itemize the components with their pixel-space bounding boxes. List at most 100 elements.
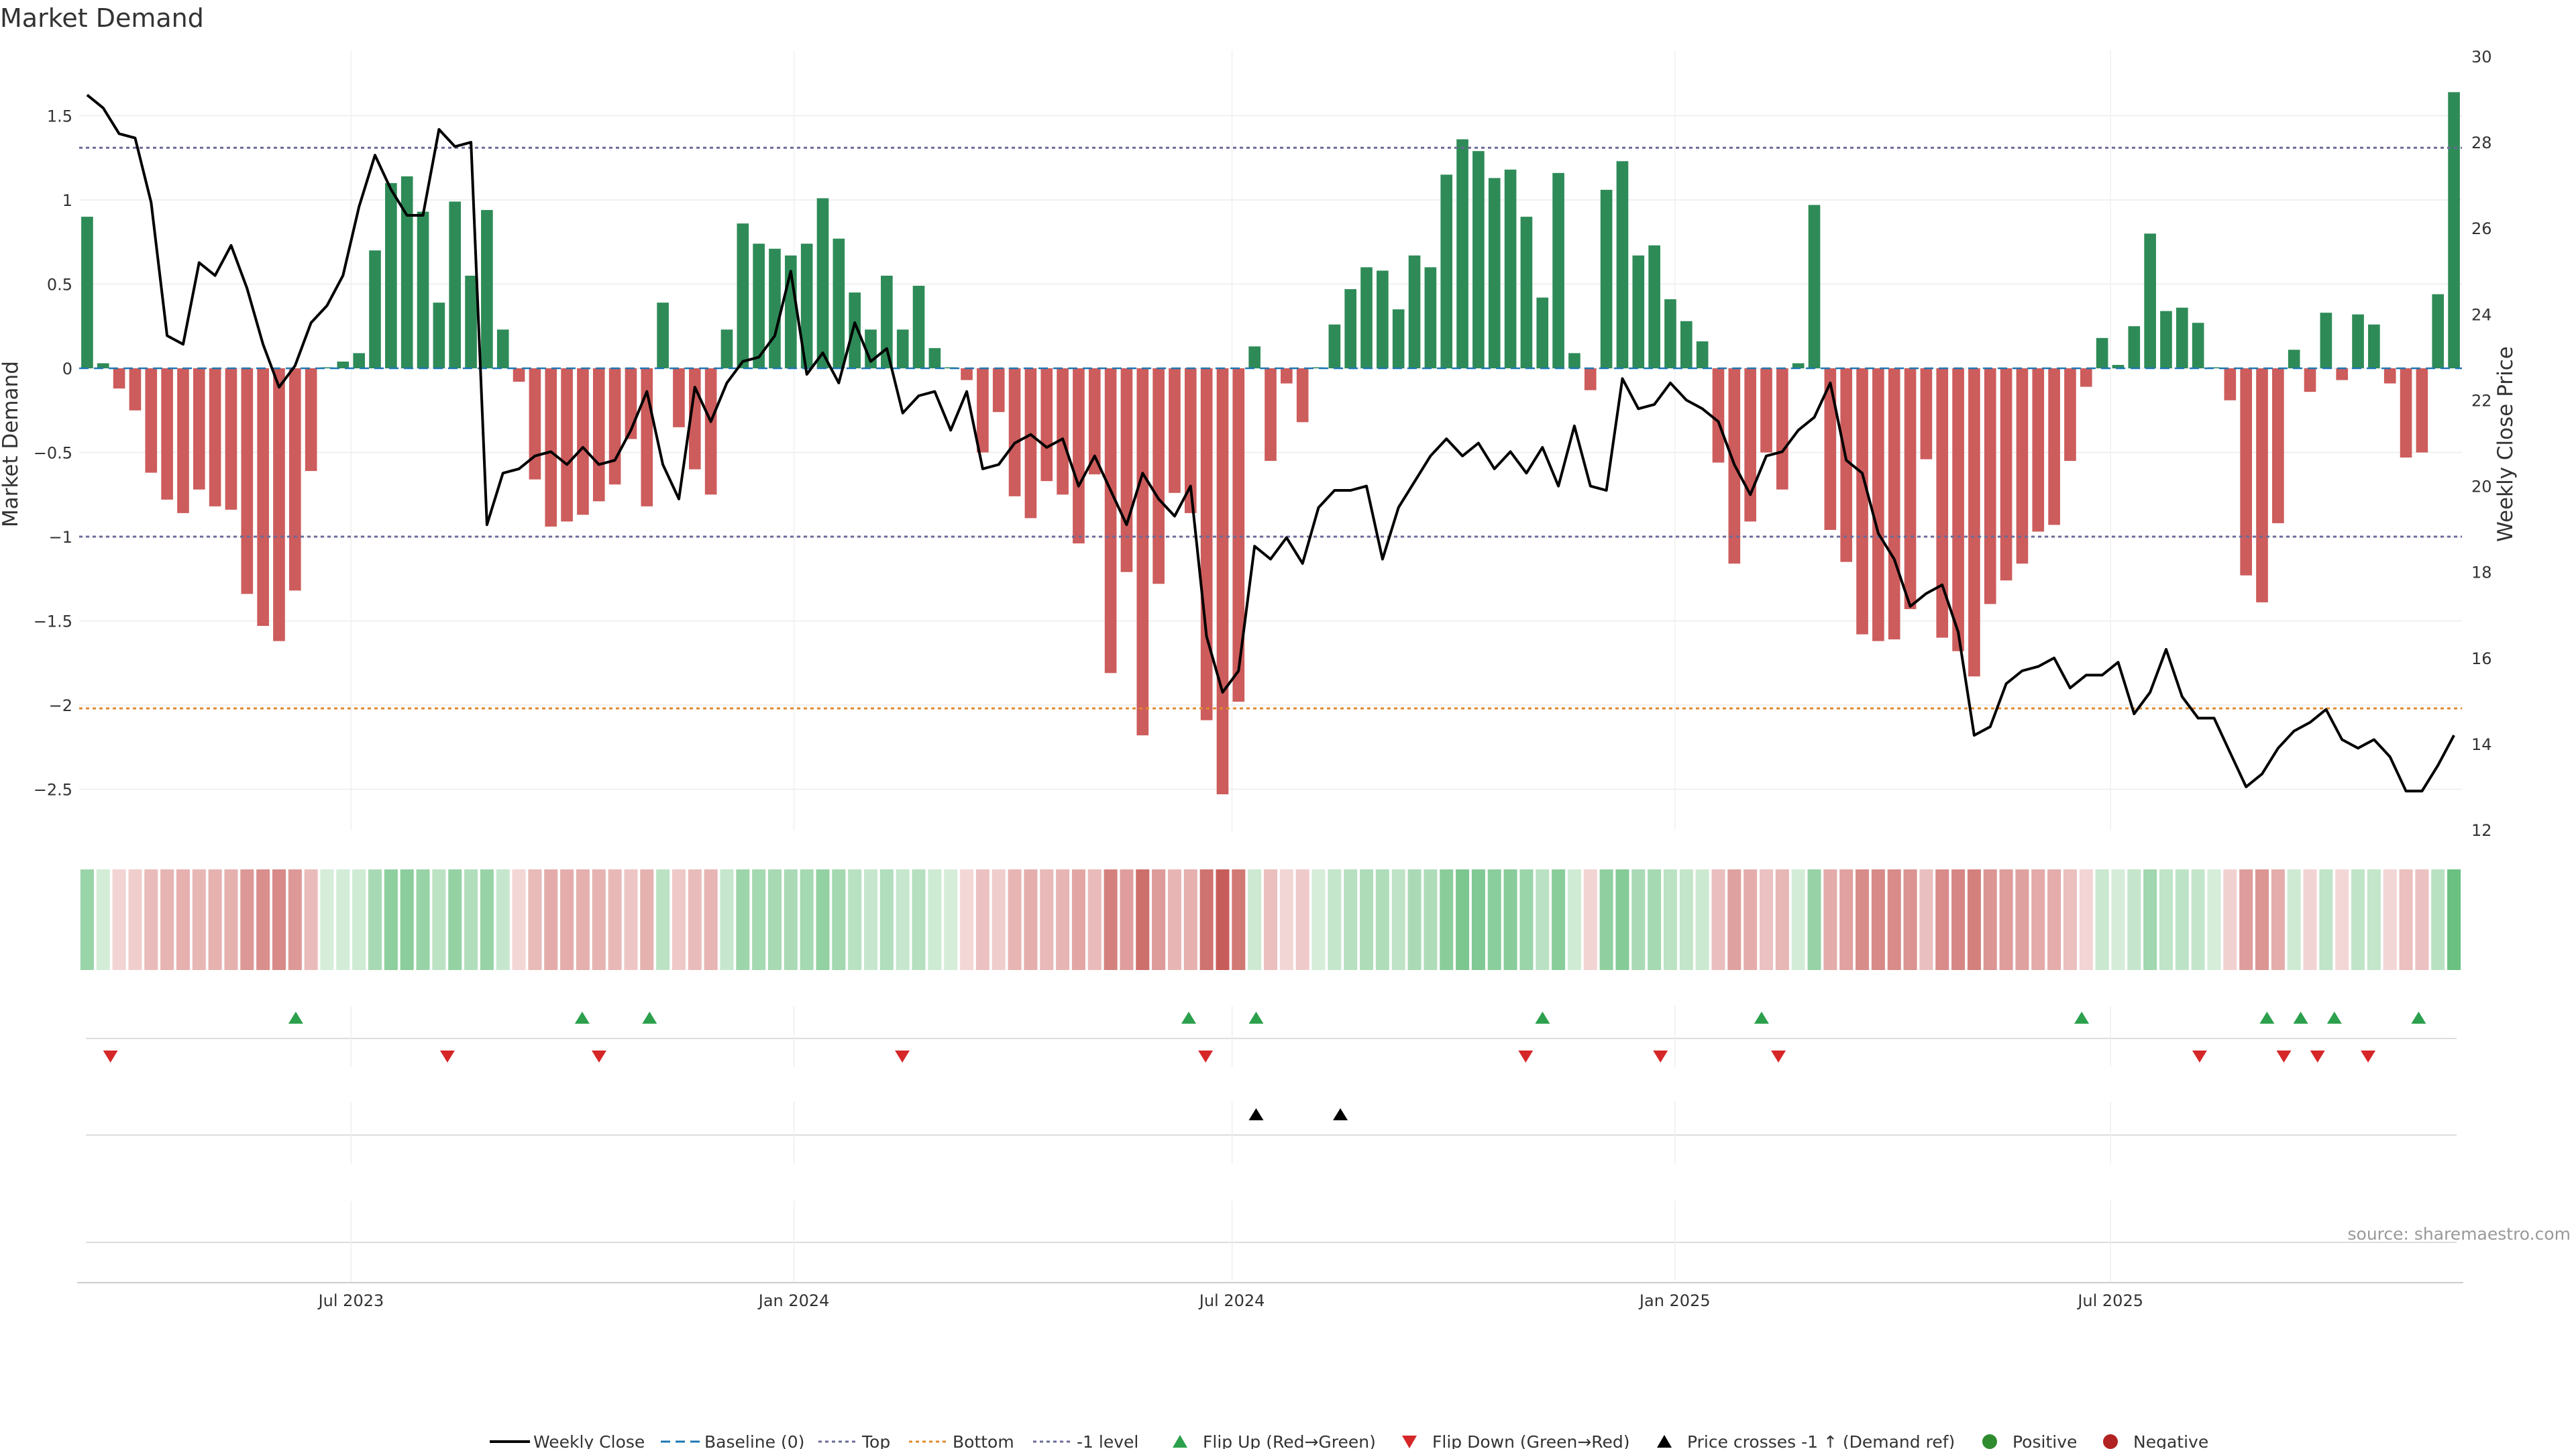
legend-label: Negative <box>2133 1432 2208 1449</box>
heatmap-cell <box>1248 869 1262 970</box>
demand-bar <box>657 303 669 368</box>
demand-bar <box>2144 233 2156 368</box>
heatmap-cell <box>1152 869 1166 970</box>
demand-bar <box>305 368 317 472</box>
legend-item: Flip Up (Red→Green) <box>1173 1432 1376 1449</box>
demand-bar <box>193 368 205 490</box>
heatmap-cell <box>1839 869 1854 970</box>
demand-bar <box>2080 368 2092 387</box>
empty-events-panel <box>86 1201 2457 1281</box>
heatmap-cell <box>2095 869 2109 970</box>
heatmap-cell <box>2383 869 2397 970</box>
demand-bar <box>225 368 237 510</box>
demand-bar <box>2160 311 2172 368</box>
flip-up-marker <box>1248 1012 1264 1024</box>
demand-bar <box>2352 314 2364 368</box>
demand-bar <box>1120 368 1133 572</box>
demand-bar <box>881 275 893 368</box>
heatmap-cell <box>1311 869 1326 970</box>
demand-bar <box>912 286 925 368</box>
demand-bar <box>1104 368 1117 674</box>
demand-bar <box>1088 368 1101 475</box>
heatmap-cell <box>672 869 686 970</box>
y2-tick-label: 26 <box>2471 219 2492 238</box>
heatmap-cell <box>2367 869 2381 970</box>
demand-bar <box>641 368 653 506</box>
heatmap-cell <box>2431 869 2445 970</box>
heatmap-cell <box>1903 869 1917 970</box>
heatmap-cell <box>336 869 350 970</box>
demand-bar <box>177 368 189 513</box>
heatmap-cell <box>2255 869 2269 970</box>
demand-bar <box>1377 270 1389 368</box>
heatmap-cell <box>1503 869 1517 970</box>
heatmap-cell <box>1024 869 1038 970</box>
heatmap-cell <box>1167 869 1181 970</box>
demand-bar <box>2192 323 2204 368</box>
heatmap-cell <box>1823 869 1837 970</box>
heatmap-cell <box>1871 869 1885 970</box>
demand-bar <box>753 244 765 368</box>
demand-bar <box>1169 368 1181 493</box>
demand-bar <box>2224 368 2237 400</box>
heatmap-cell <box>1104 869 1118 970</box>
flip-down-marker <box>895 1051 910 1063</box>
demand-bar <box>2048 368 2060 525</box>
heatmap-cell <box>1487 869 1501 970</box>
heatmap-cell <box>1328 869 1342 970</box>
y2-tick-label: 16 <box>2471 649 2492 668</box>
heatmap-cell <box>1056 869 1070 970</box>
heatmap-cell <box>767 869 782 970</box>
heatmap-cell <box>288 869 302 970</box>
legend-item: Positive <box>1982 1432 2077 1449</box>
demand-bar <box>273 368 285 641</box>
demand-bar <box>1984 368 1996 604</box>
heatmap-cell <box>1295 869 1309 970</box>
heatmap-cell <box>1216 869 1230 970</box>
demand-bar <box>145 368 158 473</box>
demand-bar <box>1057 368 1069 495</box>
flip-up-marker <box>288 1012 303 1024</box>
demand-bar <box>1296 368 1309 423</box>
legend-label: Bottom <box>953 1432 1014 1449</box>
heatmap-cell <box>1519 869 1534 970</box>
legend-label: Price crosses -1 ↑ (Demand ref) <box>1687 1432 1955 1449</box>
demand-bar <box>1248 346 1260 368</box>
demand-bar <box>992 368 1005 413</box>
demand-bar <box>1536 297 1549 368</box>
demand-bar <box>481 210 493 368</box>
heatmap-cell <box>1536 869 1550 970</box>
heatmap-cell <box>1424 869 1438 970</box>
legend-swatch <box>1982 1434 1997 1449</box>
flip-down-marker <box>2192 1051 2207 1063</box>
heatmap-cell <box>879 869 894 970</box>
bars-layer <box>81 92 2460 795</box>
weekly-close-line <box>86 94 2455 793</box>
heatmap-cell <box>1456 869 1470 970</box>
heatmap-cell <box>752 869 766 970</box>
heatmap-cell <box>2223 869 2237 970</box>
demand-bar <box>1648 245 1660 368</box>
heatmap-cell <box>1471 869 1485 970</box>
y-tick-label: 0.5 <box>47 276 72 294</box>
heatmap-cell <box>2127 869 2141 970</box>
demand-bar <box>2432 294 2445 368</box>
heatmap-cell <box>560 869 574 970</box>
demand-bar <box>1888 368 1900 640</box>
demand-bar <box>1808 205 1821 368</box>
heatmap-cell <box>432 869 446 970</box>
demand-bar <box>592 368 605 502</box>
heatmap-cell <box>2271 869 2285 970</box>
y-axis-title: Market Demand <box>0 361 23 527</box>
y-tick-label: −2 <box>49 696 72 715</box>
heatmap-cell <box>1136 869 1150 970</box>
demand-bar <box>529 368 541 480</box>
heatmap-cell <box>704 869 718 970</box>
heatmap-cell <box>1775 869 1789 970</box>
y-tick-label: −1 <box>49 528 72 547</box>
demand-bar <box>1952 368 1964 651</box>
flip-down-marker <box>2361 1051 2376 1063</box>
heatmap-cell <box>608 869 622 970</box>
demand-bar <box>977 368 989 453</box>
heatmap-cell <box>1583 869 1597 970</box>
